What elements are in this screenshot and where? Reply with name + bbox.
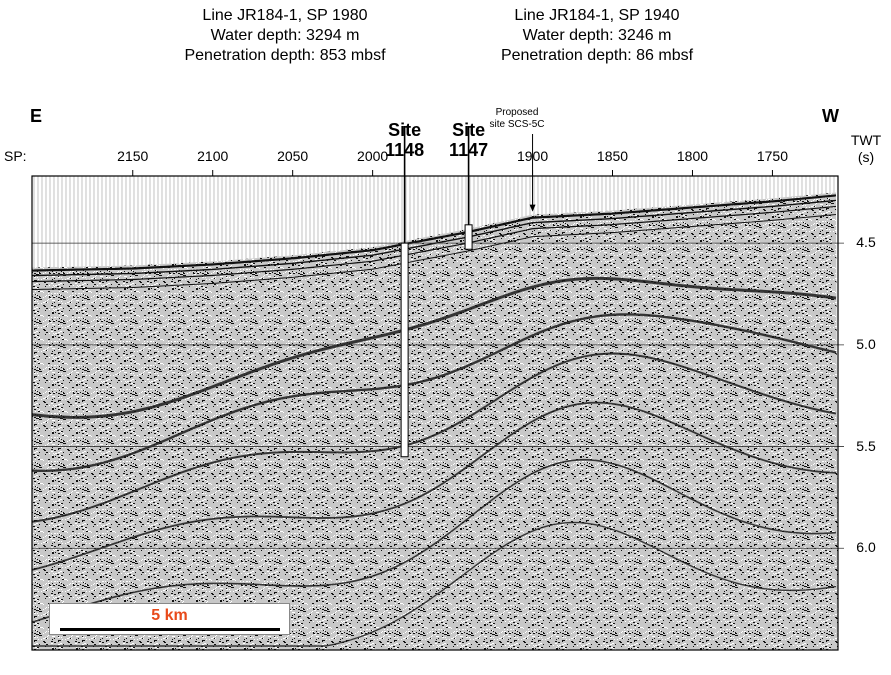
twt-axis-title: TWT (s) — [846, 132, 886, 166]
scale-bar-box: 5 km — [49, 603, 290, 635]
sp-tick-label: 2100 — [197, 148, 229, 164]
reflector-line — [31, 205, 837, 283]
proposed-site-label: Proposed site SCS-5C — [472, 107, 562, 131]
penetration-depth-label: Penetration depth: 86 mbsf — [500, 47, 694, 64]
twt-tick-label: 4.5 — [856, 234, 876, 251]
twt-unit: (s) — [857, 149, 875, 165]
sediment-body — [32, 192, 838, 651]
twt-tick-label: 5.0 — [856, 335, 876, 352]
deep-reflector — [31, 458, 837, 623]
deep-reflector — [31, 352, 837, 523]
line-label: Line JR184-1, SP 1940 — [514, 7, 680, 24]
scale-label: 5 km — [151, 607, 188, 624]
site-1148-header: Line JR184-1, SP 1980 Water depth: 3294 … — [150, 6, 420, 66]
deep-reflector — [31, 401, 837, 571]
deep-reflector — [31, 313, 837, 472]
proposed-arrow-head — [529, 204, 536, 212]
twt-label: TWT — [850, 132, 882, 148]
east-label: E — [30, 106, 43, 126]
water-depth-label: Water depth: 3294 m — [210, 27, 360, 44]
line-label: Line JR184-1, SP 1980 — [202, 7, 368, 24]
reflector-line — [31, 213, 837, 291]
profile-frame — [31, 175, 839, 651]
site-1147-header: Line JR184-1, SP 1940 Water depth: 3246 … — [462, 6, 732, 66]
sp-tick-label: 1850 — [596, 148, 629, 164]
sp-tick-label: 1800 — [676, 148, 709, 164]
sp-tick-label: 2000 — [357, 148, 389, 164]
sp-tick-label: 2150 — [117, 148, 149, 164]
twt-tick-label: 6.0 — [856, 539, 876, 556]
drilled-interval — [400, 242, 409, 458]
deep-reflector — [31, 276, 837, 419]
sp-tick-label: 2050 — [277, 148, 309, 164]
water-depth-label: Water depth: 3246 m — [522, 27, 672, 44]
drilled-interval — [464, 224, 473, 250]
twt-tick-label: 5.5 — [856, 437, 876, 454]
scale-bar — [60, 628, 280, 631]
proposed-line1: Proposed — [495, 107, 539, 118]
deep-reflector — [32, 521, 837, 647]
sp-axis-label: SP: — [4, 148, 27, 164]
penetration-depth-label: Penetration depth: 853 mbsf — [184, 47, 386, 64]
sp-tick-label: 1750 — [756, 148, 788, 164]
west-label: W — [822, 106, 839, 126]
proposed-line2: site SCS-5C — [489, 119, 545, 130]
reflector-line — [31, 194, 837, 272]
